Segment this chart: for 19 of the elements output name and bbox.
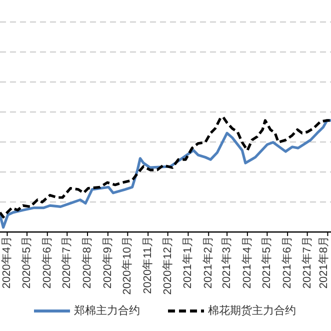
x-tick-label: 2020年12月 — [162, 236, 174, 295]
x-tick-label: 2021年5月 — [261, 236, 274, 289]
x-tick-label: 2020年8月 — [82, 236, 94, 289]
x-tick-label: 2020年4月 — [1, 236, 14, 289]
x-tick-label: 2021年2月 — [202, 236, 215, 289]
x-tick-label: 2021年1月 — [182, 236, 194, 289]
x-tick-label: 2021年8月 — [318, 236, 330, 289]
x-tick-label: 2020年6月 — [41, 236, 54, 289]
x-tick-label: 2020年5月 — [20, 236, 33, 289]
x-tick-label: 2020年9月 — [102, 236, 114, 289]
x-tick-label: 2021年4月 — [241, 236, 254, 289]
x-tick-label: 2020年11月 — [142, 236, 154, 294]
x-tick-label: 2020年7月 — [61, 236, 74, 289]
legend-label: 棉花期货主力合约 — [208, 304, 296, 317]
x-tick-label: 2021年6月 — [282, 236, 294, 289]
legend-label: 郑棉主力合约 — [74, 304, 140, 317]
x-tick-label: 2021年3月 — [221, 236, 234, 289]
x-tick-label: 2020年10月 — [122, 236, 134, 295]
x-tick-label: 2021年7月 — [301, 236, 314, 289]
